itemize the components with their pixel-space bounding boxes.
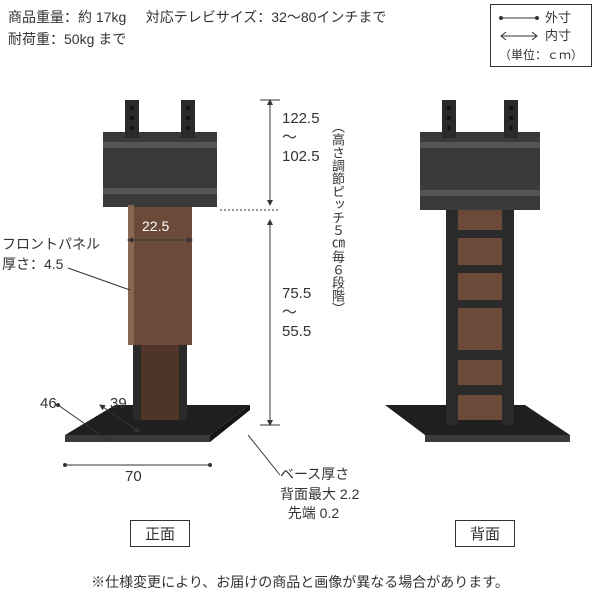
legend-unit: （単位：ｃｍ） [499, 47, 583, 64]
dim-height-upper: 122.5 ～ 102.5 [282, 110, 320, 166]
disclaimer-text: ※仕様変更により、お届けの商品と画像が異なる場合があります。 [0, 572, 600, 592]
legend-box: 外寸 内寸 （単位：ｃｍ） [490, 4, 592, 67]
diagram-stage: 22.5 フロントパネル 厚さ：4.5 46 39 70 122.5 ～ 102… [0, 80, 600, 560]
spec-load: 耐荷重：50kg まで [8, 31, 126, 47]
dim-height-note: （高さ調節ピッチ５㎝毎６段階） [328, 120, 347, 315]
dim-depth-outer: 46 [40, 395, 57, 412]
back-label: 背面 [455, 520, 515, 547]
dim-depth-inner: 39 [110, 395, 127, 412]
legend-outer: 外寸 [545, 9, 571, 27]
dim-panel-width: 22.5 [142, 218, 169, 234]
arrow-inner-icon [499, 31, 539, 41]
front-panel-callout: フロントパネル 厚さ：4.5 [2, 235, 100, 274]
spec-weight: 商品重量：約 17kg [8, 9, 126, 25]
arrow-outer-icon [499, 13, 539, 23]
dim-height-lower: 75.5 ～ 55.5 [282, 285, 311, 341]
spec-block: 商品重量：約 17kg 対応テレビサイズ：32～80インチまで 耐荷重：50kg… [8, 6, 386, 51]
spec-tvsize: 対応テレビサイズ：32～80インチまで [146, 9, 387, 25]
front-label: 正面 [130, 520, 190, 547]
legend-inner: 内寸 [545, 27, 571, 45]
dim-base-width: 70 [125, 468, 142, 485]
base-thickness-callout: ベース厚さ 背面最大 2.2 先端 0.2 [280, 465, 359, 524]
